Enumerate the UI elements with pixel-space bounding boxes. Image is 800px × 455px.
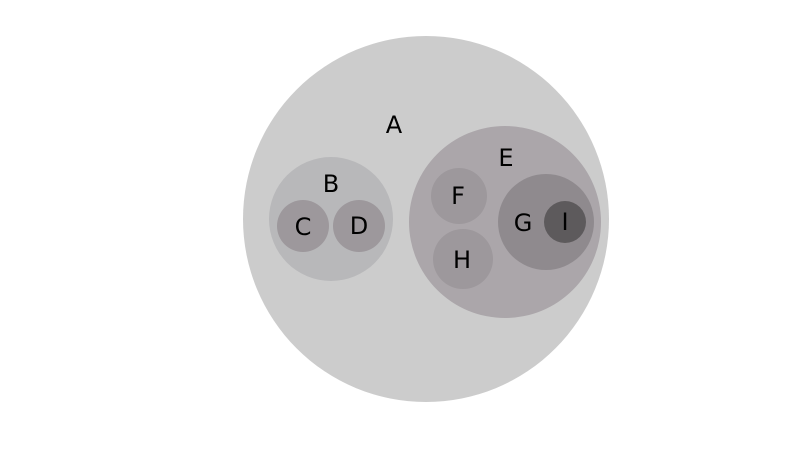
label-i: I <box>561 208 568 236</box>
circle-i <box>544 201 586 243</box>
label-c: C <box>295 213 312 241</box>
circle-c <box>277 200 329 252</box>
label-a: A <box>386 111 403 139</box>
label-h: H <box>453 246 471 274</box>
circle-d <box>333 200 385 252</box>
label-e: E <box>498 144 513 172</box>
label-f: F <box>451 182 465 210</box>
circle-h <box>433 229 493 289</box>
label-g: G <box>514 209 533 237</box>
circle-f <box>431 168 487 224</box>
labels-layer: A BC D E F H G I <box>295 111 569 274</box>
circles-layer <box>243 36 609 402</box>
label-b: B <box>323 170 339 198</box>
label-d: D <box>350 212 368 240</box>
